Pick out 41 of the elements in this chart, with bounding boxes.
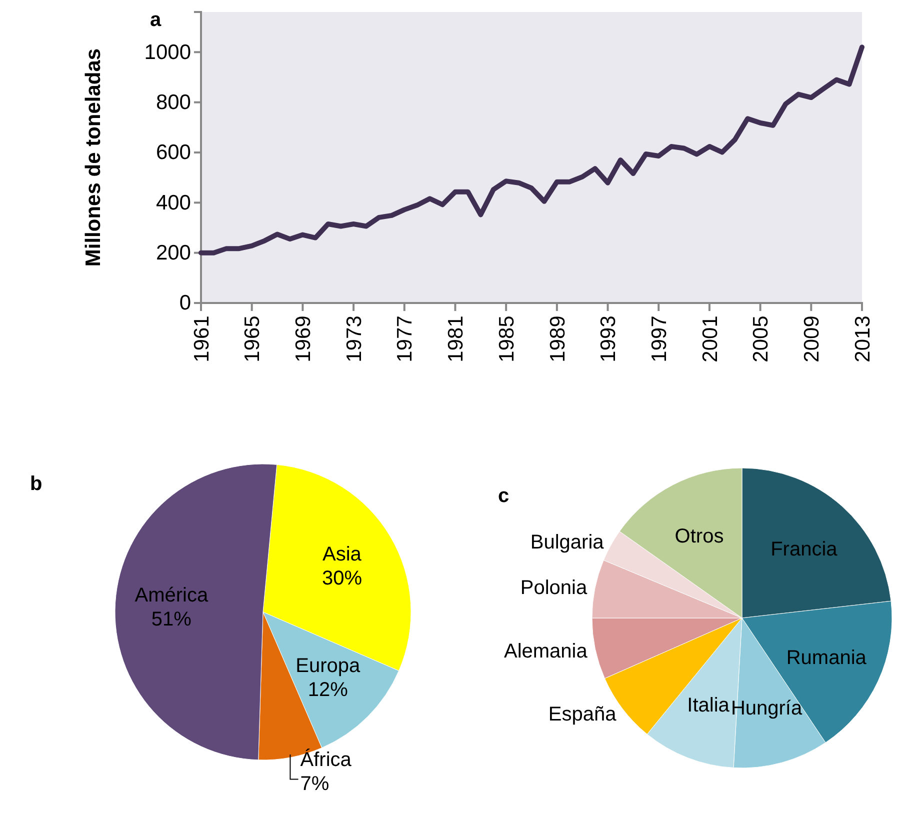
chart-title: a: [150, 9, 162, 31]
x-tick-label: 1989: [546, 316, 570, 362]
slice-label: África: [300, 748, 352, 772]
x-tick-label: 1997: [648, 316, 671, 362]
y-tick-label: 0: [179, 292, 191, 315]
slice-label: Rumania: [786, 647, 868, 670]
x-tick-label: 2005: [750, 316, 773, 362]
data-label: 30%: [322, 567, 362, 590]
slice-label: Bulgaria: [530, 531, 605, 554]
y-tick-label: 600: [156, 141, 191, 164]
data-label: 7%: [300, 773, 330, 796]
slice-label: América: [134, 584, 209, 606]
x-tick-label: 1981: [444, 316, 468, 362]
x-tick-label: 1973: [342, 316, 366, 362]
x-tick-label: 1993: [597, 316, 620, 362]
x-tick-label: 1977: [394, 316, 417, 362]
x-tick-label: 2013: [851, 316, 874, 362]
slice-label: Italia: [687, 694, 730, 717]
x-tick-label: 2009: [800, 316, 824, 362]
y-tick-label: 800: [156, 91, 191, 114]
y-tick-label: 200: [156, 242, 191, 265]
slice-label: Polonia: [520, 576, 588, 599]
x-tick-label: 1965: [241, 316, 264, 362]
y-tick-label: 1000: [144, 40, 191, 64]
chart-title: b: [30, 473, 42, 495]
x-tick-label: 1985: [495, 316, 518, 362]
x-tick-label: 1961: [190, 316, 214, 362]
data-label: 51%: [151, 608, 192, 630]
y-tick-label: 400: [156, 191, 191, 214]
slice-label: Otros: [674, 525, 724, 548]
slice-label: Francia: [770, 538, 838, 561]
data-label: 12%: [308, 678, 348, 701]
y-axis-title: Millones de toneladas: [82, 48, 105, 267]
slice-label: España: [548, 704, 618, 726]
slice-label: Europa: [296, 654, 362, 677]
slice-label: Hungría: [730, 698, 803, 720]
slice-label: Alemania: [504, 640, 588, 663]
x-tick-label: 2001: [698, 316, 722, 362]
x-tick-label: 1969: [292, 316, 316, 362]
text: c: [498, 485, 510, 507]
slice-label: Asia: [322, 543, 362, 566]
